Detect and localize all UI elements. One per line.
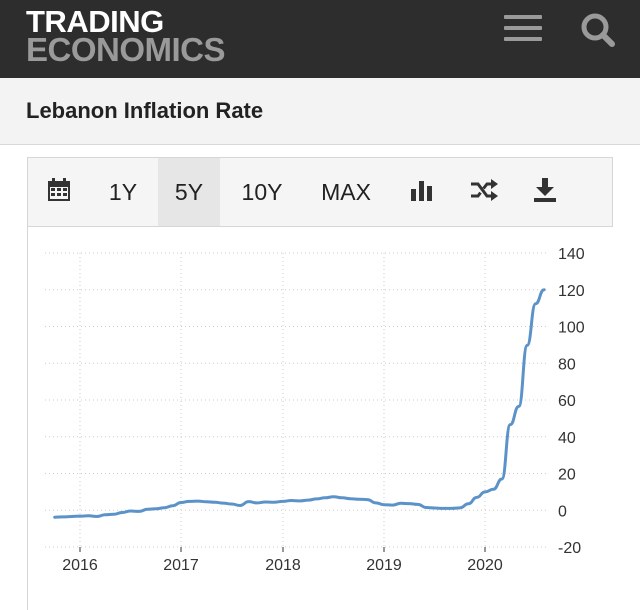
x-tick-label: 2018 <box>265 557 301 574</box>
y-tick-label: 140 <box>558 246 585 263</box>
chart-area: -20 0 20 40 60 80 100 120 140 2016 2017 2018 2019 202… <box>27 227 613 610</box>
trading-economics-logo[interactable]: TRADING ECONOMICS <box>26 4 226 68</box>
x-tick-label: 2020 <box>467 557 503 574</box>
y-tick-label: 0 <box>558 503 567 520</box>
y-tick-label: 40 <box>558 430 576 447</box>
x-tick-label: 2019 <box>366 557 402 574</box>
inflation-line-chart[interactable]: -20 0 20 40 60 80 100 120 140 2016 2017 2018 2019 202… <box>28 227 614 610</box>
y-tick-label: 80 <box>558 356 576 373</box>
calendar-icon[interactable] <box>28 158 90 226</box>
y-tick-label: 60 <box>558 393 576 410</box>
y-tick-label: 100 <box>558 320 585 337</box>
bar-chart-icon[interactable] <box>396 158 448 226</box>
range-1y-button[interactable]: 1Y <box>108 179 138 205</box>
logo-line-1: TRADING <box>26 4 164 39</box>
x-tick-label: 2016 <box>62 557 98 574</box>
range-10y-button[interactable]: 10Y <box>241 179 283 205</box>
x-tick-label: 2017 <box>163 557 199 574</box>
shuffle-icon[interactable] <box>458 158 510 226</box>
page-title-bar: Lebanon Inflation Rate <box>0 78 640 145</box>
inflation-series-line <box>53 288 546 519</box>
range-max-button[interactable]: MAX <box>321 179 371 205</box>
range-5y-button[interactable]: 5Y <box>158 158 220 226</box>
search-icon[interactable] <box>578 10 620 50</box>
hamburger-menu-icon[interactable] <box>500 12 546 44</box>
chart-toolbar: 1Y 5Y 10Y MAX <box>27 157 613 227</box>
logo-line-2: ECONOMICS <box>26 31 226 68</box>
y-tick-label: 120 <box>558 283 585 300</box>
top-navigation-bar: TRADING ECONOMICS <box>0 0 640 78</box>
download-icon[interactable] <box>520 158 570 226</box>
y-tick-label: 20 <box>558 467 576 484</box>
page-title: Lebanon Inflation Rate <box>26 98 264 123</box>
y-tick-label: -20 <box>558 540 581 557</box>
